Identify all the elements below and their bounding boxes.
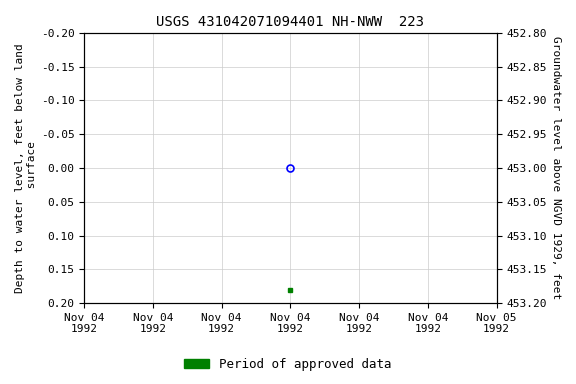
Legend: Period of approved data: Period of approved data [179,353,397,376]
Y-axis label: Groundwater level above NGVD 1929, feet: Groundwater level above NGVD 1929, feet [551,36,561,300]
Title: USGS 431042071094401 NH-NWW  223: USGS 431042071094401 NH-NWW 223 [157,15,425,29]
Y-axis label: Depth to water level, feet below land
 surface: Depth to water level, feet below land su… [15,43,37,293]
